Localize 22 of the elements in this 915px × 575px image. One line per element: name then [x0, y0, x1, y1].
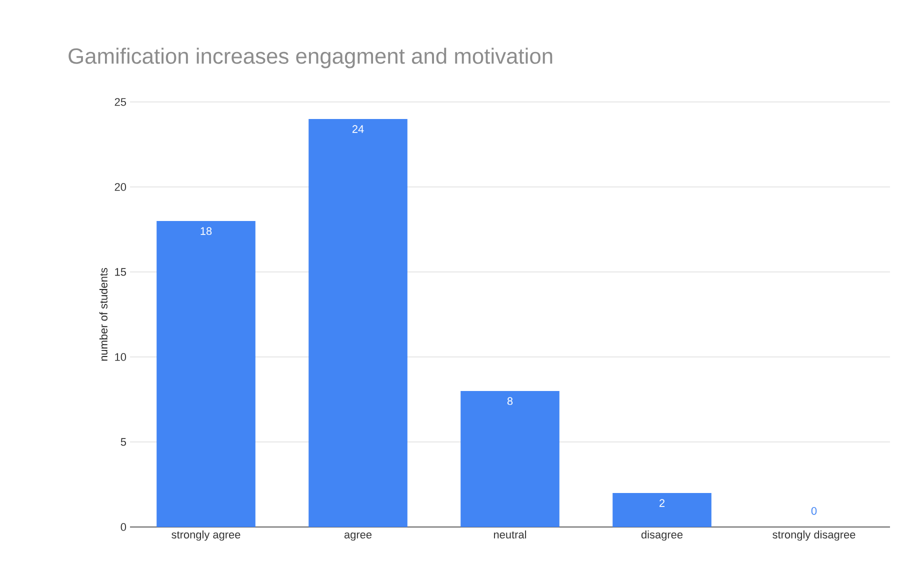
- bar: [156, 220, 256, 527]
- chart-title: Gamification increases engagment and motivation: [68, 48, 552, 68]
- y-tick-label: 20: [114, 183, 126, 191]
- data-label: 18: [200, 227, 212, 235]
- bar: [460, 390, 560, 527]
- x-tick-label: agree: [344, 532, 372, 541]
- data-label: 24: [352, 125, 364, 133]
- x-tick-label: disagree: [641, 530, 683, 541]
- bar: [308, 118, 408, 527]
- bar: [612, 492, 712, 527]
- x-tick-label: strongly disagree: [772, 530, 856, 541]
- y-tick-label: 15: [115, 268, 126, 276]
- y-tick-label: 10: [115, 353, 126, 361]
- y-tick-label: 5: [120, 438, 126, 446]
- data-label: 2: [660, 499, 665, 507]
- y-axis-title: number of students: [99, 268, 108, 361]
- y-tick-label: 0: [120, 523, 126, 531]
- x-tick-label: strongly agree: [172, 530, 240, 541]
- x-tick-label: neutral: [494, 530, 526, 539]
- y-tick-label: 25: [114, 98, 126, 106]
- data-label: 8: [507, 397, 513, 405]
- data-label: 0: [811, 507, 817, 515]
